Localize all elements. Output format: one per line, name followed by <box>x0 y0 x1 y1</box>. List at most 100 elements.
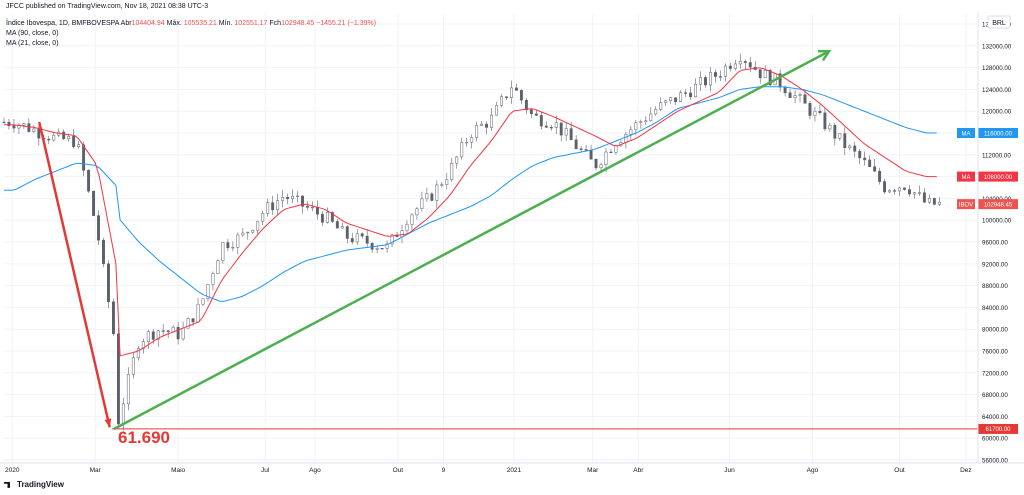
ma90-legend[interactable]: MA (90, close, 0) <box>6 30 59 37</box>
candle-body <box>564 128 568 136</box>
candle-body <box>629 129 633 135</box>
published-info: JFCC published on TradingView.com, Nov 1… <box>6 3 209 10</box>
candle-body <box>838 133 842 139</box>
candle-body <box>818 110 822 114</box>
candle-body <box>878 170 882 182</box>
tradingview-brand: TradingView <box>17 480 64 489</box>
candle-body <box>236 234 240 248</box>
x-tick-label: Jul <box>261 467 270 474</box>
candle-body <box>519 90 523 101</box>
currency-badge[interactable]: BRL <box>987 15 1011 29</box>
candle-body <box>539 115 543 127</box>
candle-body <box>126 374 130 405</box>
candle-body <box>286 196 290 200</box>
symbol-legend[interactable]: Índice Ibovespa, 1D, BMFBOVESPA Abr10440… <box>6 19 376 28</box>
candle-body <box>325 212 329 223</box>
y-tick-label: 60000.00 <box>982 436 1008 443</box>
candle-body <box>549 127 553 129</box>
candle-body <box>783 86 787 94</box>
candle-body <box>405 224 409 231</box>
candle-body <box>544 125 548 128</box>
candle-body <box>917 192 921 194</box>
candle-body <box>843 133 847 148</box>
candle-body <box>425 193 429 200</box>
ma21-tag-value: 108000.00 <box>984 175 1013 181</box>
candle-body <box>62 131 66 140</box>
y-tick-label: 68000.00 <box>982 392 1008 399</box>
ma21-tag-value-bg <box>978 171 1018 182</box>
uptrend-arrow-line[interactable] <box>113 50 830 431</box>
candle-body <box>266 202 270 214</box>
downtrend-arrow-line[interactable] <box>38 121 111 428</box>
candle-body <box>728 65 732 69</box>
candle-body <box>524 99 528 111</box>
candle-body <box>251 229 255 233</box>
candle-body <box>704 77 707 86</box>
price-axis[interactable]: 56000.00 60000.00 64000.00 68000.00 72000.00… <box>982 22 1012 465</box>
candle-body <box>490 114 494 128</box>
y-tick-label: 96000.00 <box>982 240 1008 247</box>
candle-body <box>833 125 837 139</box>
x-tick-label: Ago <box>309 467 321 474</box>
y-tick-label: 128000.00 <box>982 65 1012 72</box>
candle-body <box>450 162 454 181</box>
candle-body <box>510 87 513 98</box>
candle-body <box>669 97 673 101</box>
time-axis[interactable]: 2020 Mar Maio Jul Ago Out 9 2021 Mar Abr Jun Ago Out… <box>5 467 972 474</box>
candle-body <box>420 198 424 209</box>
candle-body <box>828 125 832 130</box>
candle-body <box>659 102 663 110</box>
low-line-tag-value: 61700.00 <box>985 427 1011 433</box>
candle-body <box>32 128 36 132</box>
candle-body <box>151 331 155 340</box>
candle-body <box>713 72 717 77</box>
candle-body <box>365 235 369 244</box>
open-label: Abr <box>120 20 132 27</box>
candle-body <box>121 403 125 425</box>
candle-body <box>460 142 464 158</box>
candle-body <box>654 109 658 115</box>
high-value: 105535.21 <box>183 20 217 27</box>
candle-body <box>261 213 265 222</box>
ma21-legend[interactable]: MA (21, close, 0) <box>6 40 59 47</box>
candle-body <box>723 65 727 77</box>
candle-body <box>868 159 872 167</box>
candle-body <box>206 284 210 300</box>
candle-body <box>311 206 314 209</box>
ma90-tag-value-bg <box>978 128 1018 138</box>
candle-body <box>534 113 538 116</box>
candle-body <box>345 226 349 239</box>
candle-body <box>221 242 225 261</box>
candle-body <box>186 318 190 329</box>
candle-body <box>873 166 877 172</box>
candle-body <box>82 144 86 171</box>
change-value: −1455.21 (−1.39%) <box>316 20 377 27</box>
candle-body <box>694 83 697 98</box>
candle-body <box>908 189 911 195</box>
close-value: 102948.45 <box>281 20 315 27</box>
downtrend-arrow-head <box>104 418 112 428</box>
candle-body <box>191 318 195 323</box>
candle-body <box>196 303 200 323</box>
candle-body <box>793 95 797 98</box>
candle-body <box>465 141 469 144</box>
candle-body <box>689 92 693 98</box>
tradingview-logo[interactable]: TradingView <box>4 480 64 489</box>
y-tick-label: 84000.00 <box>982 305 1008 312</box>
candle-body <box>360 233 364 237</box>
candle-body <box>554 122 558 128</box>
price-tags: MA 116000.00 MA 108000.00 IBOV 102948.45 61700… <box>957 128 1018 434</box>
candle-body <box>788 92 792 98</box>
low-value: 102551.17 <box>234 20 268 27</box>
candle-body <box>559 122 563 136</box>
candle-body <box>2 121 6 124</box>
candle-body <box>67 136 71 140</box>
candle-body <box>226 242 230 249</box>
svg-text:BRL: BRL <box>992 20 1006 27</box>
candle-body <box>102 239 105 265</box>
candle-body <box>27 123 31 132</box>
candle-body <box>410 214 414 225</box>
symbol-name[interactable]: Índice Ibovespa, 1D, BMFBOVESPA <box>6 20 120 27</box>
candle-body <box>340 226 344 229</box>
